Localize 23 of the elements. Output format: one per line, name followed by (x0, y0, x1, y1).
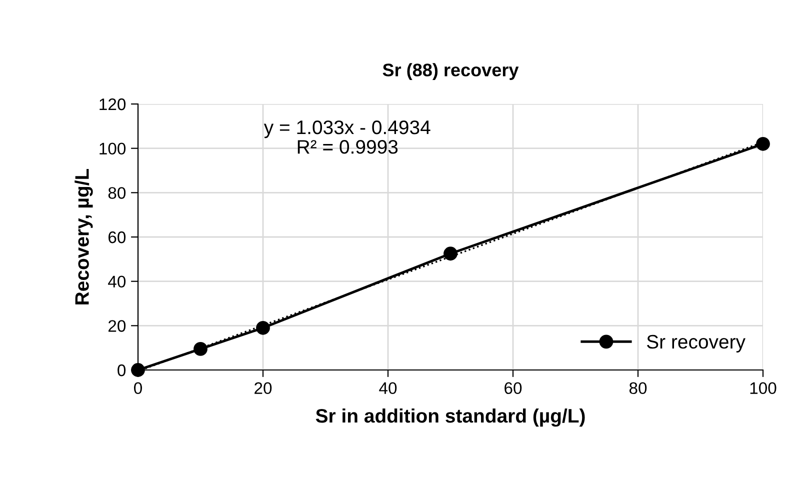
x-tick-label: 0 (134, 382, 142, 394)
x-tick-label: 100 (750, 382, 776, 394)
annotation: y = 1.033x - 0.4934 R² = 0.9993 (264, 120, 430, 154)
x-tick-label: 60 (504, 382, 522, 394)
x-axis-title: Sr in addition standard (µg/L) (316, 408, 585, 427)
point (194, 342, 208, 356)
y-tick-label: 20 (108, 320, 126, 332)
y-tick-label: 100 (100, 142, 126, 155)
y-tick-label: 60 (108, 231, 126, 244)
point (444, 246, 458, 261)
y-axis-title: Recovery, µg/L (74, 168, 93, 304)
x-tick-label: 20 (254, 382, 272, 394)
chart-title: Sr (88) recovery (382, 63, 519, 80)
point (131, 363, 145, 377)
y-tick-label: 0 (118, 364, 126, 376)
y-tick-label: 40 (108, 276, 126, 288)
x-tick-label: 80 (629, 382, 647, 394)
x-tick-label: 40 (379, 382, 397, 394)
point (756, 136, 770, 151)
y-tick-label: 80 (108, 187, 126, 199)
point (256, 320, 270, 335)
y-tick-label: 120 (100, 98, 126, 110)
legend-label: Sr recovery (646, 334, 746, 352)
